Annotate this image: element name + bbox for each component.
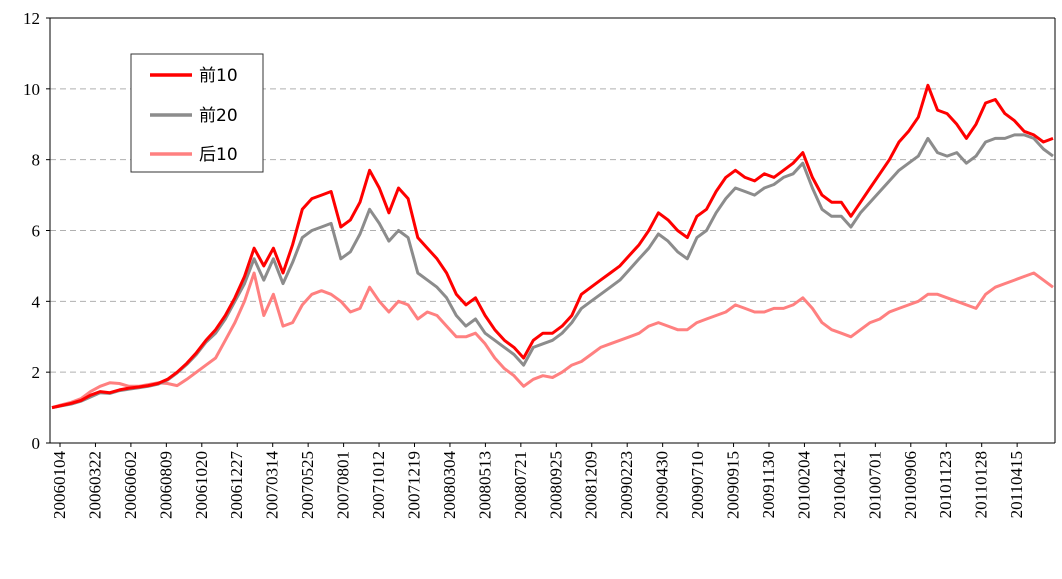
x-tick-label: 20061227 bbox=[227, 451, 246, 520]
x-tick-label: 20070801 bbox=[334, 451, 353, 519]
y-tick-label: 8 bbox=[32, 151, 41, 170]
x-tick-label: 20110128 bbox=[972, 451, 991, 518]
series-line-2 bbox=[51, 133, 1054, 410]
x-tick-label: 20090915 bbox=[724, 451, 743, 519]
x-tick-label: 20100701 bbox=[865, 451, 884, 519]
y-axis-ticks: 0 2 4 6 8 10 12 bbox=[23, 9, 50, 453]
y-tick-label: 12 bbox=[23, 9, 40, 28]
x-tick-label: 20080513 bbox=[475, 451, 494, 519]
y-tick-label: 6 bbox=[32, 222, 41, 241]
x-tick-label: 20080721 bbox=[511, 451, 530, 519]
y-tick-label: 4 bbox=[32, 292, 41, 311]
x-tick-label: 20100906 bbox=[901, 451, 920, 519]
y-tick-label: 0 bbox=[32, 434, 41, 453]
x-tick-label: 20110415 bbox=[1007, 451, 1026, 518]
x-tick-label: 20070525 bbox=[298, 451, 317, 519]
x-tick-label: 20060602 bbox=[121, 451, 140, 519]
series-line-1 bbox=[51, 83, 1054, 410]
x-tick-label: 20090430 bbox=[653, 451, 672, 519]
x-tick-label: 20091130 bbox=[759, 451, 778, 518]
x-tick-label: 20081209 bbox=[582, 451, 601, 519]
x-tick-label: 20060322 bbox=[85, 451, 104, 519]
y-tick-label: 2 bbox=[32, 363, 41, 382]
legend: 前10 前20 后10 bbox=[130, 53, 264, 173]
x-tick-label: 20060809 bbox=[156, 451, 175, 519]
x-tick-label: 20070314 bbox=[263, 451, 282, 520]
x-tick-label: 20090223 bbox=[617, 451, 636, 519]
x-tick-label: 20080304 bbox=[440, 451, 459, 520]
legend-label-1: 前10 bbox=[199, 66, 238, 86]
legend-label-2: 前20 bbox=[199, 106, 238, 126]
gridlines bbox=[50, 88, 1055, 373]
x-tick-label: 20080925 bbox=[546, 451, 565, 519]
x-tick-label: 20071219 bbox=[404, 451, 423, 519]
x-tick-label: 20071012 bbox=[369, 451, 388, 519]
series-line-3 bbox=[51, 271, 1054, 410]
x-tick-label: 20060104 bbox=[50, 451, 69, 520]
series-lines bbox=[51, 83, 1054, 410]
x-tick-label: 20061020 bbox=[192, 451, 211, 519]
x-tick-label: 20100421 bbox=[830, 451, 849, 519]
x-tick-label: 20100204 bbox=[794, 451, 813, 520]
y-tick-label: 10 bbox=[23, 80, 40, 99]
x-tick-label: 20101123 bbox=[936, 451, 955, 518]
x-tick-label: 20090710 bbox=[688, 451, 707, 519]
x-axis-ticks: 20060104 20060322 20060602 20060809 20061020… bbox=[50, 443, 1026, 519]
legend-label-3: 后10 bbox=[199, 145, 238, 165]
